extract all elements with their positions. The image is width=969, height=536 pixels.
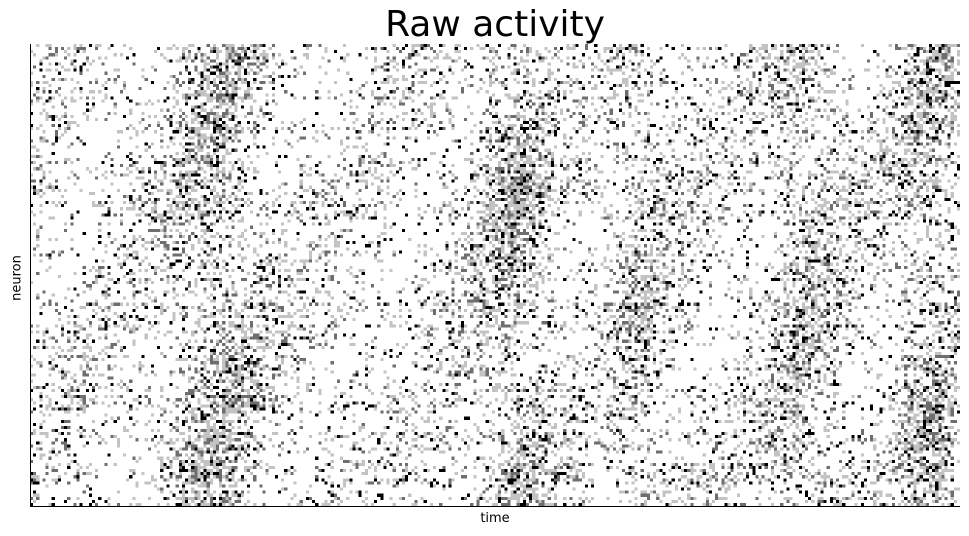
chart-title: Raw activity [385,4,605,45]
x-axis-spine [30,506,960,507]
activity-heatmap [30,44,960,506]
x-axis-label: time [480,511,510,526]
y-axis-spine [30,44,31,507]
heatmap-plot-area [30,44,960,506]
y-axis-label: neuron [9,255,25,301]
